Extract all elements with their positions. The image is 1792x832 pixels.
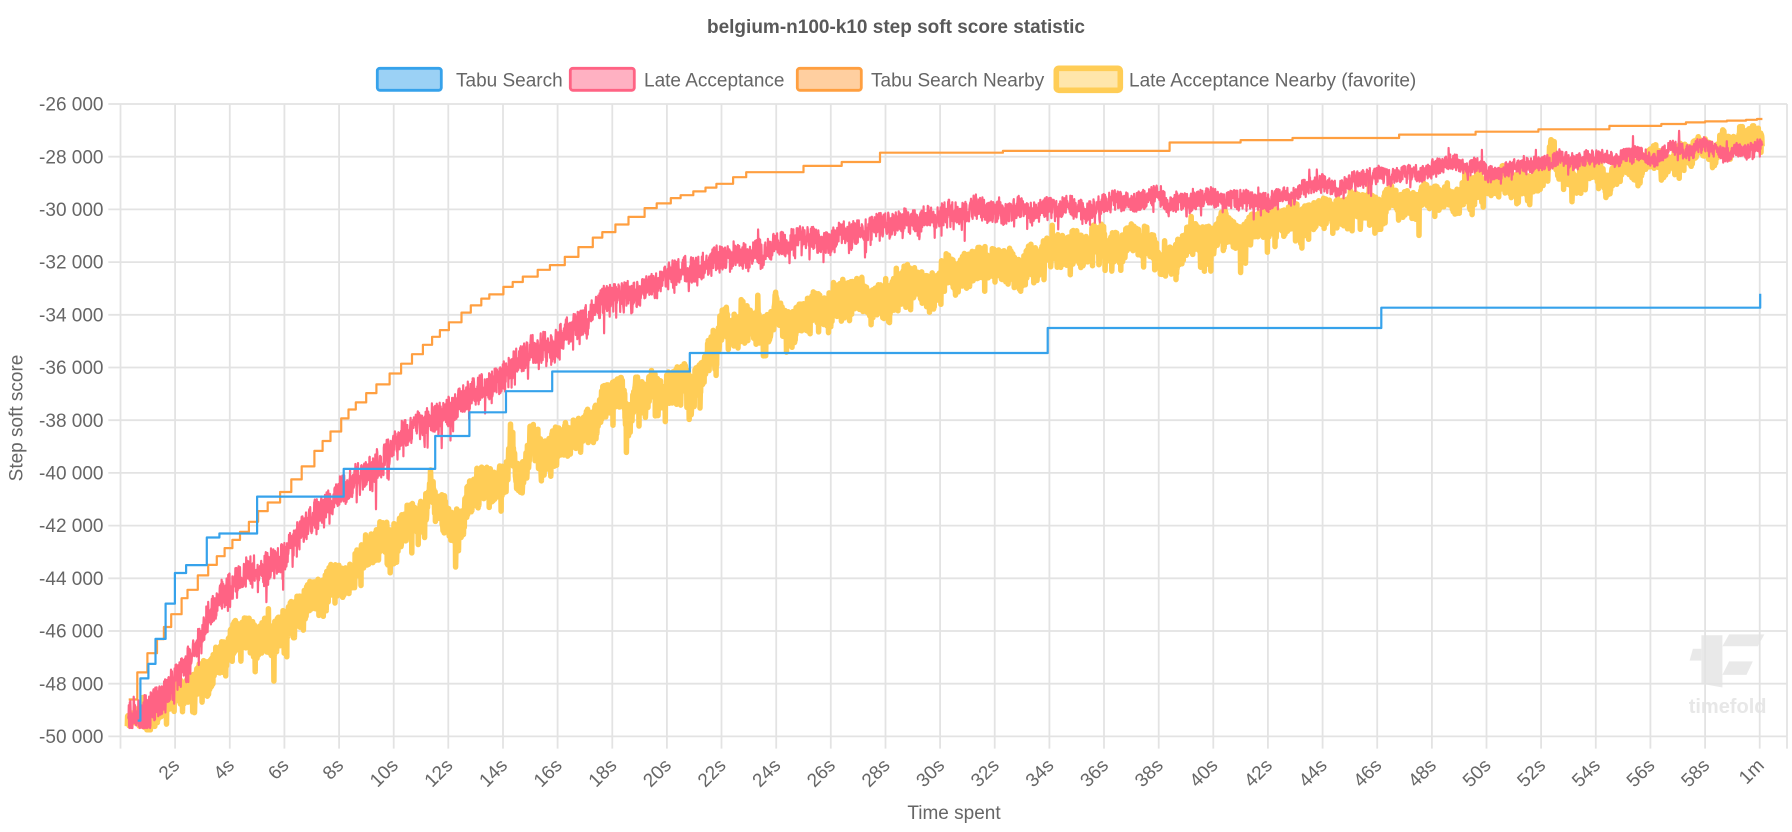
svg-text:-48 000: -48 000 [39,674,103,695]
svg-text:Late Acceptance: Late Acceptance [644,71,785,92]
svg-text:-36 000: -36 000 [39,358,103,379]
svg-text:-30 000: -30 000 [39,200,103,221]
svg-text:-46 000: -46 000 [39,622,103,643]
svg-text:-32 000: -32 000 [39,253,103,274]
svg-text:-40 000: -40 000 [39,464,103,485]
svg-text:Tabu Search: Tabu Search [456,71,563,92]
svg-text:Tabu Search Nearby: Tabu Search Nearby [871,71,1045,92]
svg-text:Late Acceptance Nearby (favori: Late Acceptance Nearby (favorite) [1129,71,1416,92]
svg-text:-44 000: -44 000 [39,569,103,590]
svg-text:-34 000: -34 000 [39,305,103,326]
svg-text:-50 000: -50 000 [39,727,103,748]
svg-text:Time spent: Time spent [907,803,1001,824]
svg-text:belgium-n100-k10 step soft sco: belgium-n100-k10 step soft score statist… [707,17,1085,38]
svg-text:-26 000: -26 000 [39,95,103,116]
svg-text:-38 000: -38 000 [39,411,103,432]
svg-text:timefold: timefold [1689,696,1767,718]
svg-text:-28 000: -28 000 [39,147,103,168]
svg-text:Step soft score: Step soft score [7,355,28,482]
svg-text:-42 000: -42 000 [39,516,103,537]
